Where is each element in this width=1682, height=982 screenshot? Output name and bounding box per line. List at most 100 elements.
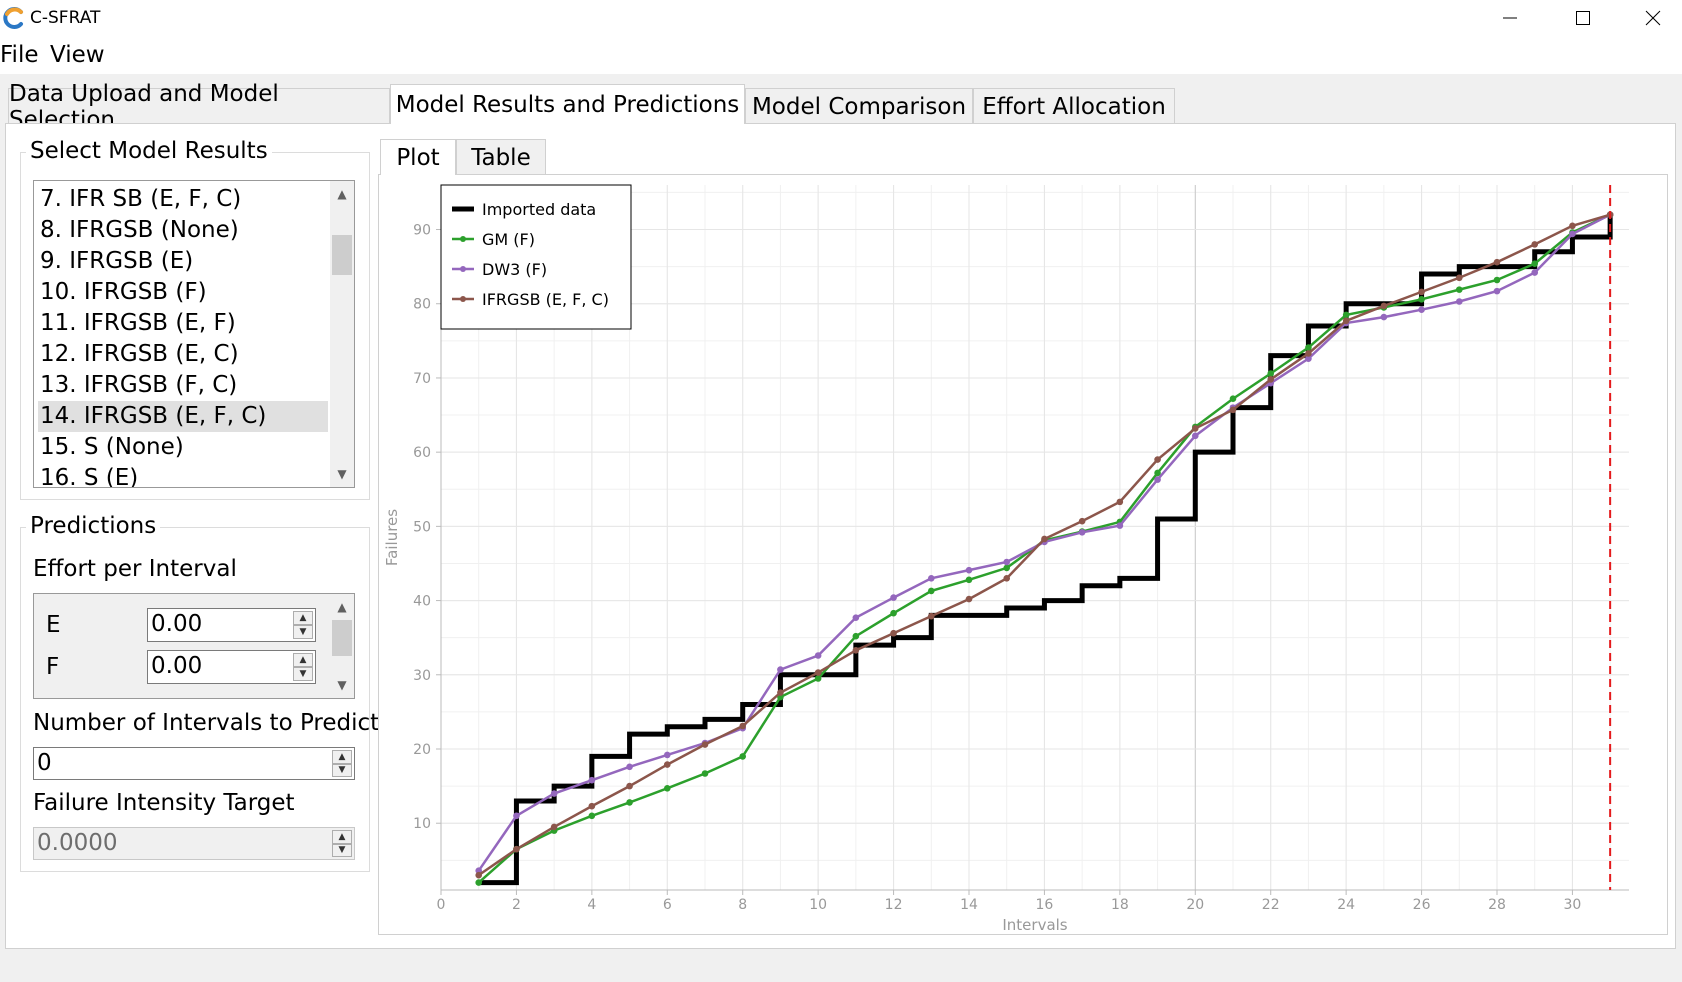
scrollbar-thumb[interactable] <box>332 620 352 656</box>
scroll-down-icon[interactable]: ▼ <box>337 467 347 481</box>
data-point-ifrgsb-e-f-c <box>1455 274 1463 282</box>
minimize-button[interactable] <box>1475 0 1545 36</box>
spin-down-icon[interactable]: ▼ <box>293 667 313 681</box>
status-strip <box>0 950 1682 982</box>
spin-up-icon[interactable]: ▲ <box>293 653 313 667</box>
list-item[interactable]: 9. IFRGSB (E) <box>40 248 194 274</box>
list-item[interactable]: 13. IFRGSB (F, C) <box>40 372 238 398</box>
x-tick-label: 20 <box>1186 897 1204 913</box>
data-point-ifrgsb-e-f-c <box>1342 317 1350 325</box>
effort-per-interval-label: Effort per Interval <box>33 556 237 582</box>
data-point-ifrgsb-e-f-c <box>1191 425 1199 432</box>
list-item[interactable]: 7. IFR SB (E, F, C) <box>40 186 242 212</box>
menu-bar: File View <box>0 36 1682 74</box>
data-point-dw3-f <box>1380 313 1388 321</box>
scroll-down-icon[interactable]: ▼ <box>337 678 347 692</box>
data-point-gm-f <box>1305 344 1312 351</box>
data-point-dw3-f <box>513 812 520 820</box>
list-item[interactable]: 11. IFRGSB (E, F) <box>40 310 236 336</box>
data-point-ifrgsb-e-f-c <box>1569 222 1576 230</box>
data-point-ifrgsb-e-f-c <box>777 689 784 696</box>
model-results-list[interactable]: 7. IFR SB (E, F, C) 8. IFRGSB (None) 9. … <box>33 180 355 488</box>
y-tick-label: 30 <box>413 668 431 684</box>
x-tick-label: 4 <box>587 897 596 913</box>
effort-per-interval-box: E 0.00 ▲ ▼ F 0.00 ▲ ▼ ▲ ▼ <box>33 593 355 699</box>
data-point-ifrgsb-e-f-c <box>1229 406 1237 414</box>
tab-data-upload[interactable]: Data Upload and Model Selection <box>8 81 390 133</box>
data-point-ifrgsb-e-f-c <box>927 612 935 620</box>
menu-file[interactable]: File <box>0 42 39 68</box>
legend-entry-imported-data: Imported data <box>482 200 596 219</box>
data-point-dw3-f <box>965 566 973 574</box>
tab-effort-allocation[interactable]: Effort Allocation <box>973 88 1175 124</box>
data-point-dw3-f <box>1493 287 1501 295</box>
list-item-selected[interactable]: 14. IFRGSB (E, F, C) <box>38 401 328 432</box>
data-point-ifrgsb-e-f-c <box>1305 350 1312 357</box>
data-point-ifrgsb-e-f-c <box>626 782 633 790</box>
x-tick-label: 0 <box>437 897 446 913</box>
data-point-dw3-f <box>1116 522 1124 529</box>
maximize-button[interactable] <box>1548 0 1618 36</box>
data-point-ifrgsb-e-f-c <box>1003 575 1011 582</box>
tab-model-results[interactable]: Model Results and Predictions <box>390 84 745 124</box>
app-logo-icon <box>3 7 23 29</box>
x-tick-label: 8 <box>738 897 747 913</box>
data-point-ifrgsb-e-f-c <box>1493 258 1501 266</box>
spin-down-icon[interactable]: ▼ <box>332 763 352 777</box>
minimize-icon <box>1503 17 1517 19</box>
tab-plot[interactable]: Plot <box>380 139 456 175</box>
data-point-dw3-f <box>1418 306 1425 313</box>
menu-view[interactable]: View <box>50 42 105 68</box>
y-tick-label: 20 <box>413 742 431 758</box>
data-point-dw3-f <box>1003 558 1011 566</box>
data-point-ifrgsb-e-f-c <box>475 871 483 879</box>
list-item[interactable]: 8. IFRGSB (None) <box>40 217 239 243</box>
data-point-ifrgsb-e-f-c <box>1116 498 1124 506</box>
data-point-ifrgsb-e-f-c <box>513 845 520 853</box>
effort-e-spinbox[interactable]: 0.00 ▲ ▼ <box>147 608 316 642</box>
data-point-dw3-f <box>852 614 860 621</box>
data-point-gm-f <box>1342 311 1350 319</box>
data-point-dw3-f <box>890 594 897 601</box>
failures-chart[interactable]: 0 2 4 6 8 10 12 14 16 18 20 22 24 26 28 301020304050607… <box>379 175 1667 934</box>
data-point-gm-f <box>814 675 822 682</box>
intervals-to-predict-spinbox[interactable]: 0 ▲ ▼ <box>33 747 355 780</box>
data-point-ifrgsb-e-f-c <box>550 823 558 831</box>
y-tick-label: 80 <box>413 297 431 313</box>
x-tick-label: 26 <box>1413 897 1431 913</box>
close-button[interactable] <box>1618 0 1682 36</box>
data-point-gm-f <box>1267 370 1275 377</box>
spin-up-icon[interactable]: ▲ <box>332 750 352 764</box>
data-point-ifrgsb-e-f-c <box>663 761 671 768</box>
list-item[interactable]: 15. S (None) <box>40 434 184 460</box>
data-point-gm-f <box>701 770 709 777</box>
scrollbar-thumb[interactable] <box>332 235 352 275</box>
spin-down-icon: ▼ <box>332 843 352 857</box>
data-point-gm-f <box>890 609 897 617</box>
list-item[interactable]: 12. IFRGSB (E, C) <box>40 341 239 367</box>
scroll-up-icon[interactable]: ▲ <box>337 187 347 201</box>
chart-legend: Imported data GM (F) DW3 (F) IFRGSB (E, F, … <box>440 184 632 330</box>
tab-table[interactable]: Table <box>456 139 546 175</box>
list-item[interactable]: 16. S (E) <box>40 465 139 488</box>
effort-f-spinbox[interactable]: 0.00 ▲ ▼ <box>147 650 316 684</box>
spin-down-icon[interactable]: ▼ <box>293 625 313 639</box>
data-point-gm-f <box>1003 564 1011 572</box>
data-point-ifrgsb-e-f-c <box>1531 241 1539 248</box>
data-point-gm-f <box>626 799 633 806</box>
x-tick-label: 2 <box>512 897 521 913</box>
effort-scrollbar[interactable]: ▲ ▼ <box>330 594 354 698</box>
series-line-imported-data <box>478 214 1613 886</box>
effort-e-label: E <box>46 612 61 638</box>
data-point-ifrgsb-e-f-c <box>1154 456 1161 463</box>
scroll-up-icon[interactable]: ▲ <box>337 600 347 614</box>
spin-up-icon[interactable]: ▲ <box>293 611 313 625</box>
list-scrollbar[interactable]: ▲ ▼ <box>330 181 354 487</box>
data-point-gm-f <box>1229 395 1237 403</box>
tab-model-comparison[interactable]: Model Comparison <box>745 88 973 124</box>
x-tick-label: 10 <box>809 897 827 913</box>
failure-intensity-spinbox[interactable]: 0.0000 ▲ ▼ <box>33 827 355 860</box>
failure-intensity-label: Failure Intensity Target <box>33 790 295 816</box>
list-item[interactable]: 10. IFRGSB (F) <box>40 279 207 305</box>
data-point-dw3-f <box>1078 529 1086 536</box>
